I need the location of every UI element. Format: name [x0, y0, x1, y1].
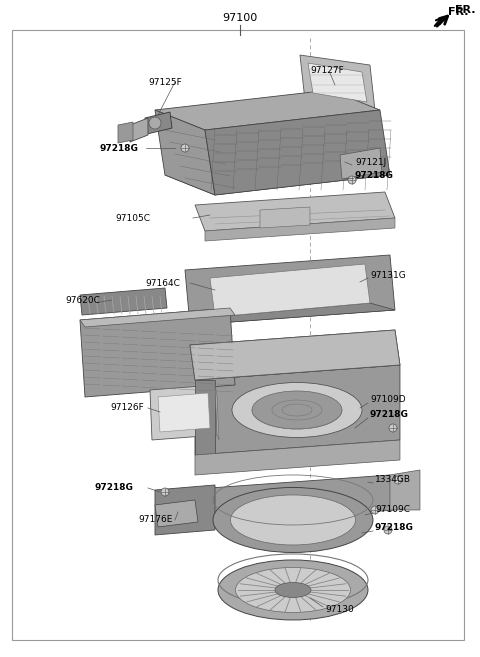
- Text: 97127F: 97127F: [310, 66, 344, 74]
- Polygon shape: [165, 155, 390, 195]
- Polygon shape: [340, 148, 382, 179]
- Text: 97109C: 97109C: [375, 505, 410, 514]
- Polygon shape: [215, 385, 219, 440]
- Text: 97126F: 97126F: [110, 403, 144, 413]
- Text: 97121J: 97121J: [355, 158, 386, 166]
- Polygon shape: [195, 380, 215, 455]
- Text: 97130: 97130: [325, 606, 354, 614]
- Polygon shape: [390, 470, 420, 510]
- Ellipse shape: [236, 568, 350, 612]
- Ellipse shape: [252, 391, 342, 429]
- Polygon shape: [155, 90, 380, 130]
- Circle shape: [371, 506, 379, 514]
- Polygon shape: [80, 308, 235, 327]
- Text: 97218G: 97218G: [370, 411, 409, 419]
- Polygon shape: [150, 385, 217, 440]
- Text: 97109D: 97109D: [370, 396, 406, 405]
- Ellipse shape: [218, 560, 368, 620]
- Text: 97131G: 97131G: [370, 271, 406, 279]
- Text: 97218G: 97218G: [100, 143, 139, 152]
- Polygon shape: [80, 308, 235, 397]
- Text: 97218G: 97218G: [375, 524, 414, 532]
- Circle shape: [384, 526, 392, 534]
- Circle shape: [181, 144, 189, 152]
- Polygon shape: [118, 122, 133, 143]
- Text: 97125F: 97125F: [148, 78, 182, 87]
- Text: FR.: FR.: [448, 7, 468, 17]
- Polygon shape: [155, 110, 215, 195]
- Circle shape: [389, 424, 397, 432]
- Polygon shape: [158, 393, 210, 432]
- Polygon shape: [210, 475, 395, 523]
- Polygon shape: [195, 192, 395, 231]
- Text: FR.: FR.: [455, 5, 476, 15]
- Text: 97218G: 97218G: [355, 171, 394, 179]
- Polygon shape: [300, 55, 375, 110]
- Text: 97100: 97100: [222, 13, 258, 23]
- Polygon shape: [80, 288, 167, 315]
- Text: 97218G: 97218G: [95, 484, 134, 493]
- Polygon shape: [205, 110, 390, 195]
- Circle shape: [149, 117, 161, 129]
- Circle shape: [394, 476, 402, 484]
- Text: 97164C: 97164C: [145, 279, 180, 288]
- Polygon shape: [190, 330, 400, 380]
- Polygon shape: [185, 255, 395, 325]
- Ellipse shape: [213, 487, 373, 553]
- Ellipse shape: [275, 583, 311, 597]
- Circle shape: [161, 488, 169, 496]
- Polygon shape: [190, 303, 395, 325]
- Text: 1334GB: 1334GB: [375, 476, 411, 484]
- Polygon shape: [155, 485, 215, 535]
- Polygon shape: [155, 500, 198, 527]
- Polygon shape: [260, 207, 310, 228]
- Circle shape: [348, 176, 356, 184]
- Text: 97620C: 97620C: [65, 296, 100, 304]
- Polygon shape: [308, 63, 367, 102]
- Text: 97176E: 97176E: [138, 516, 172, 524]
- Text: 97105C: 97105C: [115, 214, 150, 223]
- Polygon shape: [190, 330, 400, 380]
- Polygon shape: [130, 118, 148, 142]
- Polygon shape: [195, 365, 400, 455]
- Polygon shape: [205, 218, 395, 241]
- Ellipse shape: [232, 382, 362, 438]
- Polygon shape: [195, 440, 400, 475]
- Ellipse shape: [230, 495, 356, 545]
- Polygon shape: [210, 264, 370, 317]
- Polygon shape: [145, 112, 172, 134]
